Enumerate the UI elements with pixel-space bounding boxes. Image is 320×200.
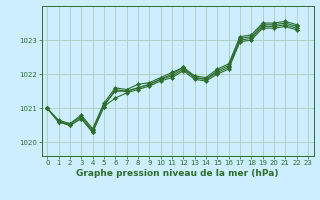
X-axis label: Graphe pression niveau de la mer (hPa): Graphe pression niveau de la mer (hPa) [76,169,279,178]
